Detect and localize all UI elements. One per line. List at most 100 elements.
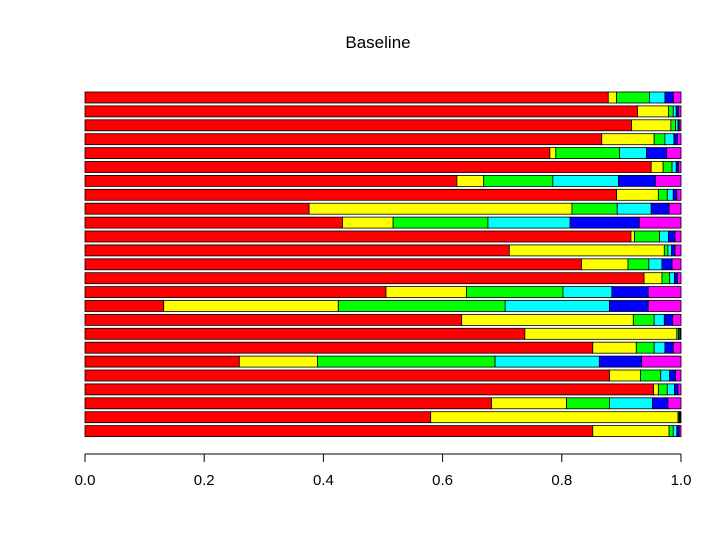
bar-segment-row4-s1	[84, 133, 603, 146]
bar-segment-row17-s6	[672, 313, 682, 326]
bar-segment-row4-s2	[601, 133, 655, 146]
bar-segment-row11-s1	[84, 230, 632, 243]
bar-segment-row2-s2	[637, 105, 669, 118]
bar-segment-row12-s5	[671, 244, 676, 257]
bar-segment-row8-s1	[84, 188, 618, 201]
bar-segment-row25-s6	[678, 425, 682, 438]
bar-segment-row23-s5	[651, 397, 669, 410]
bar-segment-row13-s4	[648, 258, 663, 271]
bar-segment-row17-s5	[663, 313, 674, 326]
bar-segment-row20-s3	[317, 355, 496, 368]
bar-segment-row13-s3	[627, 258, 650, 271]
bar-segment-row2-s6	[678, 105, 682, 118]
bar-segment-row16-s3	[337, 300, 506, 312]
x-tick-label: 0.2	[194, 472, 215, 489]
bar-segment-row23-s6	[667, 397, 682, 410]
bar-segment-row5-s3	[555, 147, 621, 160]
bar-segment-row6-s4	[671, 161, 677, 173]
bar-segment-row8-s3	[657, 188, 668, 201]
bar-segment-row14-s3	[661, 272, 671, 285]
bar-segment-row8-s6	[676, 188, 682, 201]
bar-segment-row21-s2	[609, 369, 641, 382]
bar-segment-row21-s6	[675, 369, 682, 382]
bar-segment-row9-s2	[308, 202, 573, 215]
bars-group	[84, 91, 682, 438]
bar-segment-row3-s1	[84, 119, 632, 132]
bar-segment-row20-s4	[494, 355, 600, 368]
x-tick-label: 0.0	[75, 472, 96, 489]
bar-segment-row10-s5	[569, 216, 640, 229]
bar-segment-row5-s2	[549, 147, 557, 160]
bar-segment-row10-s3	[392, 216, 489, 229]
bar-segment-row10-s6	[638, 216, 682, 229]
bar-segment-row18-s6	[680, 327, 682, 340]
bar-segment-row1-s3	[616, 91, 650, 104]
bar-segment-row9-s3	[571, 202, 618, 215]
x-tick-label: 0.6	[432, 472, 453, 489]
bar-segment-row8-s2	[616, 188, 659, 201]
bar-segment-row17-s2	[461, 313, 634, 326]
bar-segment-row16-s6	[647, 300, 682, 312]
x-tick-label: 0.8	[551, 472, 572, 489]
bar-segment-row19-s3	[635, 341, 655, 354]
x-axis: 0.0 0.2 0.4 0.6 0.8 1.0	[75, 453, 692, 489]
bar-segment-row13-s2	[581, 258, 629, 271]
bar-segment-row1-s6	[672, 91, 682, 104]
bar-segment-row1-s5	[664, 91, 674, 104]
bar-segment-row19-s5	[664, 341, 674, 354]
bar-segment-row14-s2	[643, 272, 663, 285]
bar-segment-row15-s5	[611, 286, 649, 299]
bar-segment-row22-s3	[657, 383, 668, 396]
bar-segment-row10-s1	[84, 216, 343, 229]
bar-segment-row23-s3	[566, 397, 610, 410]
bar-segment-row17-s3	[632, 313, 655, 326]
bar-segment-row6-s1	[84, 161, 652, 173]
bar-segment-row7-s2	[456, 174, 485, 187]
bar-segment-row22-s2	[653, 383, 659, 396]
bar-segment-row12-s2	[508, 244, 665, 257]
bar-segment-row22-s5	[674, 383, 679, 396]
bar-segment-row7-s4	[552, 174, 619, 187]
bar-segment-row13-s6	[671, 258, 682, 271]
bar-segment-row12-s4	[667, 244, 672, 257]
bar-segment-row23-s2	[491, 397, 567, 410]
bar-segment-row11-s2	[630, 230, 635, 243]
bar-segment-row16-s4	[504, 300, 610, 312]
bar-segment-row5-s6	[666, 147, 682, 160]
bar-segment-row17-s1	[84, 313, 463, 326]
bar-segment-row13-s1	[84, 258, 582, 271]
bar-segment-row22-s4	[666, 383, 675, 396]
bar-segment-row11-s4	[659, 230, 669, 243]
bar-segment-row7-s6	[654, 174, 682, 187]
bar-segment-row2-s1	[84, 105, 638, 118]
bar-segment-row25-s1	[84, 425, 594, 438]
bar-segment-row4-s5	[673, 133, 678, 146]
x-tick-label: 0.4	[313, 472, 334, 489]
bar-segment-row1-s4	[649, 91, 666, 104]
x-tick-label: 1.0	[671, 472, 692, 489]
bar-segment-row12-s6	[674, 244, 682, 257]
bar-segment-row10-s2	[342, 216, 394, 229]
bar-segment-row4-s4	[664, 133, 675, 146]
bar-segment-row16-s2	[163, 300, 339, 312]
bar-segment-row16-s1	[84, 300, 165, 312]
bar-segment-row15-s1	[84, 286, 387, 299]
bar-segment-row3-s2	[631, 119, 672, 132]
bar-segment-row4-s3	[653, 133, 666, 146]
bar-segment-row9-s5	[650, 202, 670, 215]
bar-segment-row16-s5	[609, 300, 649, 312]
bar-segment-row7-s1	[84, 174, 458, 187]
bar-segment-row17-s4	[653, 313, 665, 326]
bar-segment-row23-s1	[84, 397, 492, 410]
bar-segment-row15-s3	[466, 286, 564, 299]
bar-segment-row13-s5	[661, 258, 673, 271]
bar-segment-row21-s4	[660, 369, 671, 382]
bar-segment-row24-s6	[680, 411, 682, 424]
chart-title: Baseline	[345, 33, 410, 52]
bar-segment-row19-s6	[672, 341, 682, 354]
bar-segment-row24-s1	[84, 411, 432, 424]
bar-segment-row1-s2	[607, 91, 618, 104]
bar-segment-row7-s3	[483, 174, 554, 187]
bar-segment-row25-s4	[672, 425, 678, 438]
bar-segment-row14-s6	[677, 272, 682, 285]
